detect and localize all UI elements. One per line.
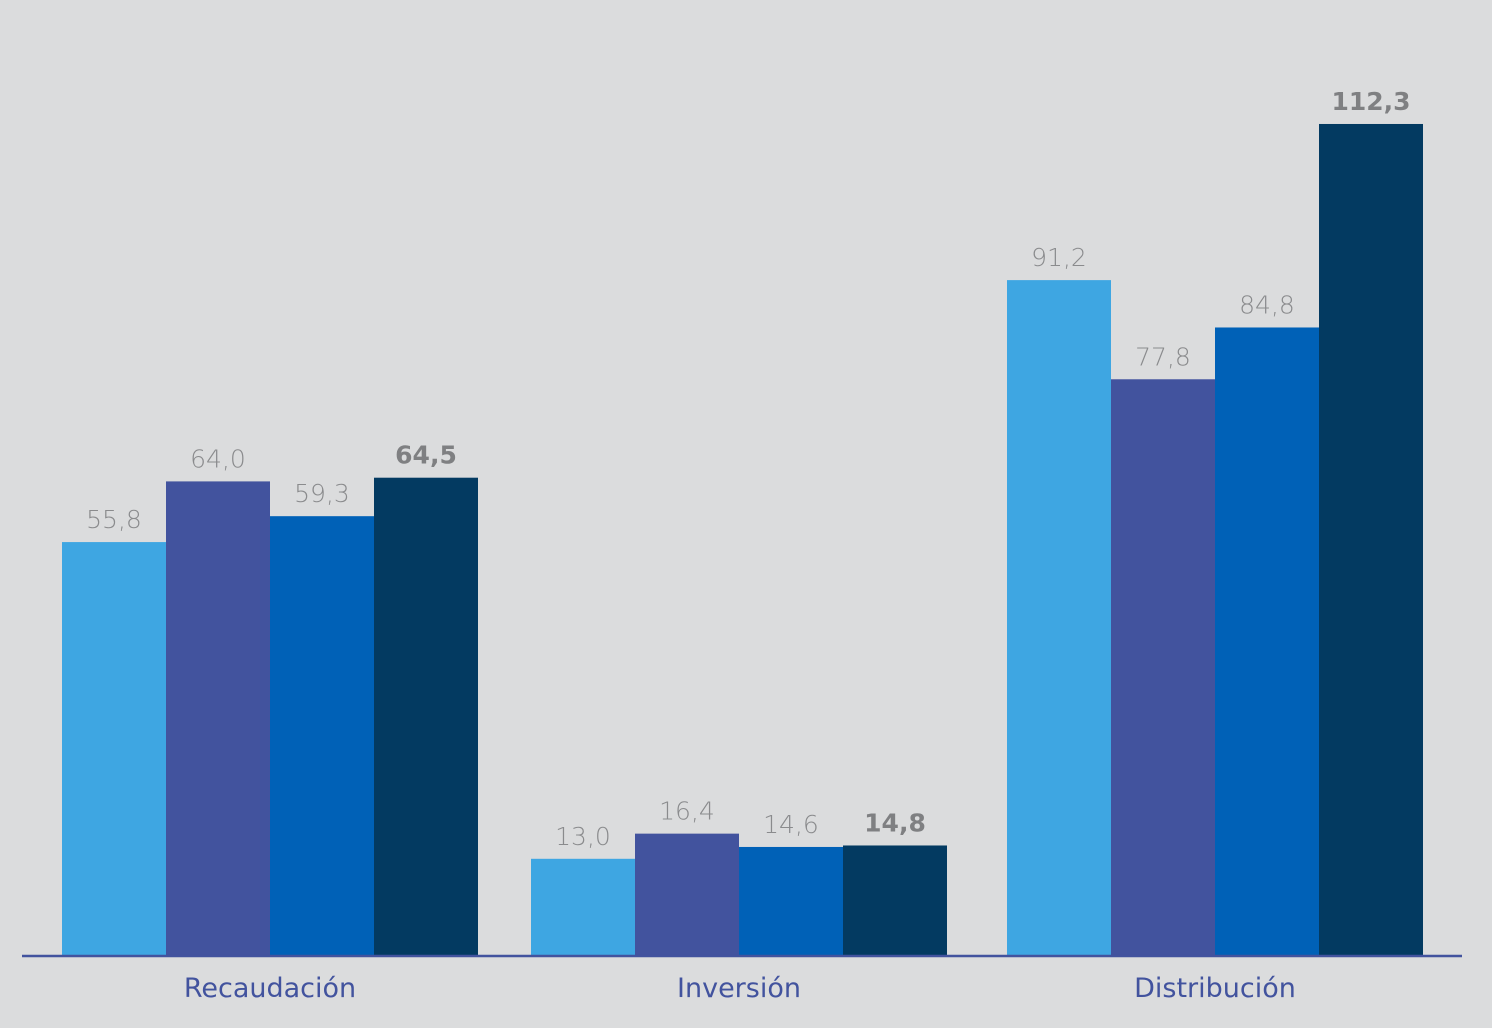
bar-1-series-4 <box>374 477 478 955</box>
category-label-1: Recaudación <box>184 973 356 1004</box>
bar-1-series-1 <box>62 542 166 955</box>
bar-3-series-2 <box>1111 379 1215 955</box>
value-label-1-series-4: 64,5 <box>395 441 457 470</box>
category-label-2: Inversión <box>677 973 801 1004</box>
value-label-2-series-2: 16,4 <box>659 797 715 826</box>
bar-2-series-2 <box>635 833 739 955</box>
bar-2-series-4 <box>843 845 947 955</box>
bar-3-series-3 <box>1215 327 1319 956</box>
value-label-3-series-3: 84,8 <box>1239 290 1295 319</box>
bar-3-series-1 <box>1007 280 1111 955</box>
value-label-1-series-3: 59,3 <box>294 479 350 508</box>
bars-group <box>62 123 1423 956</box>
bar-1-series-2 <box>166 481 270 955</box>
bar-1-series-3 <box>270 516 374 955</box>
value-label-3-series-4: 112,3 <box>1331 87 1410 116</box>
value-label-2-series-1: 13,0 <box>555 822 611 851</box>
category-labels-group: Recaudación Inversión Distribución <box>184 973 1296 1004</box>
value-label-2-series-4: 14,8 <box>864 808 926 837</box>
value-label-3-series-1: 91,2 <box>1031 243 1087 272</box>
value-label-1-series-1: 55,8 <box>86 505 142 534</box>
value-label-3-series-2: 77,8 <box>1135 342 1191 371</box>
bar-2-series-3 <box>739 846 843 955</box>
value-label-1-series-2: 64,0 <box>190 444 246 473</box>
bar-3-series-4 <box>1319 123 1423 956</box>
category-label-3: Distribución <box>1134 973 1296 1004</box>
value-label-2-series-3: 14,6 <box>763 810 819 839</box>
value-labels-group: 55,8 64,0 59,3 64,5 13,0 16,4 14,6 14,8 91,2 77,8… <box>86 87 1410 851</box>
bar-2-series-1 <box>531 858 635 955</box>
